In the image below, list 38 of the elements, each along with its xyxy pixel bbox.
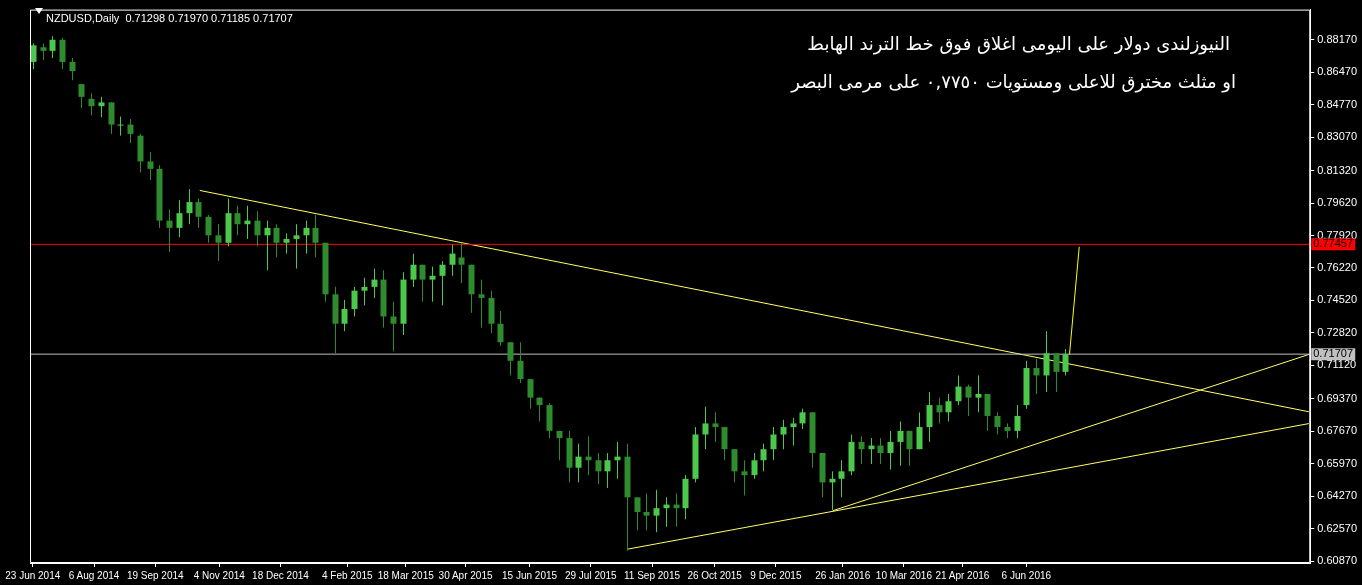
y-tick-label: 0.65970	[1317, 456, 1357, 469]
y-tick-label: 0.84770	[1317, 97, 1357, 110]
y-tick-label: 0.76220	[1317, 261, 1357, 273]
x-tick-label: 11 Sep 2015	[624, 569, 681, 581]
y-tick-label: 0.60870	[1317, 554, 1357, 567]
chart-title: NZDUSD,Daily 0.71298 0.71970 0.71185 0.71707	[46, 11, 293, 24]
ref-line-label: 0.77457	[1313, 237, 1353, 250]
x-tick-label: 29 Jul 2015	[564, 569, 618, 581]
x-tick-label: 18 Mar 2015	[377, 569, 435, 581]
y-tick-label: 0.71120	[1317, 358, 1357, 371]
annotation: النيوزلندى دولار على اليومى اغلاق فوق خط الترند الهابط	[807, 33, 1230, 56]
x-tick-label: 30 Apr 2015	[438, 569, 493, 581]
x-tick-label: 4 Feb 2015	[321, 569, 374, 581]
y-tick-label: 0.64270	[1317, 489, 1357, 502]
y-tick-label: 0.74520	[1317, 293, 1357, 306]
x-tick-label: 19 Sep 2014	[126, 569, 185, 581]
y-tick-label: 0.62570	[1317, 521, 1357, 534]
y-tick-label: 0.83070	[1317, 130, 1357, 143]
x-tick-label: 15 Jun 2015	[502, 569, 558, 581]
y-tick-label: 0.81320	[1317, 163, 1357, 176]
x-tick-label: 18 Dec 2014	[252, 569, 310, 581]
x-tick-label: 6 Aug 2014	[68, 569, 120, 581]
x-tick-label: 23 Jun 2014	[5, 569, 61, 581]
y-tick-label: 0.69370	[1317, 391, 1357, 404]
x-tick-label: 26 Jan 2016	[815, 569, 871, 581]
y-tick-label: 0.86470	[1317, 65, 1357, 78]
x-tick-label: 26 Oct 2015	[687, 569, 743, 581]
x-tick-label: 6 Jun 2016	[1001, 569, 1052, 581]
x-tick-label: 10 Mar 2016	[875, 569, 933, 581]
x-tick-label: 21 Apr 2016	[935, 569, 990, 581]
x-tick-label: 4 Nov 2014	[193, 569, 246, 581]
y-tick-label: 0.79620	[1317, 196, 1357, 209]
x-tick-label: 9 Dec 2015	[750, 569, 802, 581]
y-tick-label: 0.88170	[1317, 32, 1357, 45]
ref-line-label: 0.71707	[1313, 347, 1353, 360]
annotation: او مثلث مخترق للاعلى ومستويات ٠,٧٧٥٠ على مرمى البصر	[790, 71, 1236, 94]
y-tick-label: 0.72820	[1317, 325, 1357, 338]
y-tick-label: 0.67670	[1317, 424, 1357, 437]
